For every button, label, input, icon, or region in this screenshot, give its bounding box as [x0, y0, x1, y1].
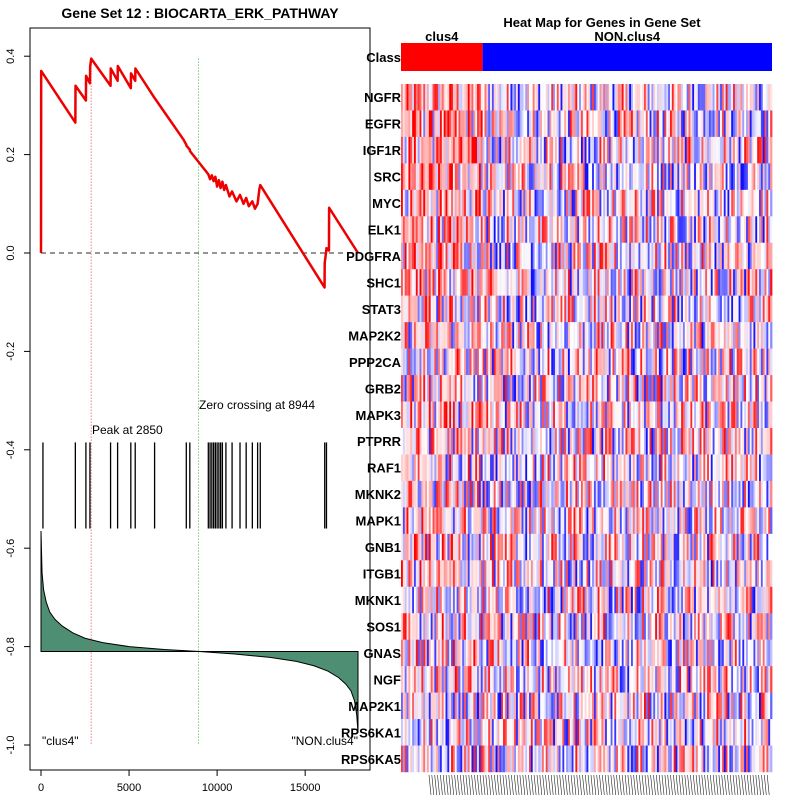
gene-label: ITGB1 [363, 567, 401, 582]
x-tick-label: 10000 [202, 782, 233, 794]
class-name-label: clus4 [425, 29, 459, 44]
y-tick-label: -0.2 [5, 342, 17, 361]
heatmap-cell [770, 640, 772, 667]
x-tick-label: 5000 [117, 782, 141, 794]
gene-label: MAPK3 [355, 408, 401, 423]
gene-label: GRB2 [365, 381, 401, 396]
gene-label: NGF [374, 672, 402, 687]
gene-label: MYC [372, 196, 402, 211]
gene-label: PPP2CA [349, 355, 402, 370]
gene-label: SHC1 [366, 276, 401, 291]
heatmap-cell [770, 454, 772, 481]
x-tick-label: 15000 [290, 782, 321, 794]
y-tick-label: 0.2 [5, 147, 17, 162]
y-tick-label: -0.4 [5, 440, 17, 459]
x-tick-label: 0 [38, 782, 44, 794]
y-tick-label: 0.0 [5, 245, 17, 260]
heatmap-cell [770, 296, 772, 323]
gene-label: IGF1R [363, 143, 402, 158]
heatmap-cell [770, 587, 772, 614]
gene-label: SOS1 [366, 620, 401, 635]
class-bar-NON.clus4 [483, 43, 772, 71]
heatmap-cell [770, 349, 772, 376]
gene-label: GNB1 [365, 540, 401, 555]
heatmap-cell [770, 507, 772, 534]
heatmap-cell [770, 190, 772, 217]
gene-label: SRC [374, 170, 402, 185]
gene-label: MAP2K1 [348, 699, 401, 714]
heatmap-area: clus4 NON.clus4 NGFR EGFR IGF1R SRC MYC ELK1 PDG… [341, 29, 772, 796]
heatmap-cell [770, 534, 772, 561]
peak-label: Peak at 2850 [92, 423, 163, 437]
class-row-label: Class [366, 50, 401, 65]
gene-label: PTPRR [357, 434, 402, 449]
zero-crossing-label: Zero crossing at 8944 [199, 398, 315, 412]
gene-label: NGFR [364, 90, 401, 105]
heatmap-cell [770, 269, 772, 296]
gene-label: MKNK1 [355, 593, 401, 608]
gene-label: EGFR [365, 117, 402, 132]
gene-label: MKNK2 [355, 487, 401, 502]
heatmap-cell [770, 243, 772, 270]
gene-label: GNAS [363, 646, 401, 661]
heatmap-cell [770, 666, 772, 693]
heatmap-cell [770, 322, 772, 349]
gene-label: ELK1 [368, 223, 401, 238]
heatmap-cell [770, 481, 772, 508]
gene-label: RAF1 [367, 461, 401, 476]
heatmap-title: Heat Map for Genes in Gene Set [503, 15, 701, 30]
heatmap-cell [770, 110, 772, 137]
y-tick-label: -1.0 [5, 736, 17, 755]
class-name-label: NON.clus4 [594, 29, 661, 44]
left-class-label: "clus4" [42, 734, 79, 748]
y-tick-label: 0.4 [5, 49, 17, 64]
heatmap-cell [770, 402, 772, 429]
gene-label: MAP2K2 [348, 328, 401, 343]
heatmap-cell [770, 613, 772, 640]
heatmap-cell [770, 375, 772, 402]
heatmap-cell [770, 163, 772, 190]
heatmap-cell [770, 428, 772, 455]
heatmap-cell [770, 84, 772, 111]
gene-label: STAT3 [362, 302, 401, 317]
heatmap-cell [770, 216, 772, 243]
gene-label: MAPK1 [355, 514, 401, 529]
y-tick-label: -0.6 [5, 539, 17, 558]
gene-label: PDGFRA [346, 249, 402, 264]
heatmap-cell [770, 137, 772, 164]
enrichment-plot-title: Gene Set 12 : BIOCARTA_ERK_PATHWAY [61, 5, 339, 21]
y-tick-label: -0.8 [5, 637, 17, 656]
class-bar-clus4 [401, 43, 483, 71]
heatmap-cell [770, 560, 772, 587]
enrichment-plot-area: 0 5000 10000 15000 -1.0 -0.8 -0.6 -0.4 -0.2 0.0 0.… [5, 49, 358, 794]
ranked-metric-area [41, 531, 358, 733]
heatmap-cell [770, 693, 772, 720]
